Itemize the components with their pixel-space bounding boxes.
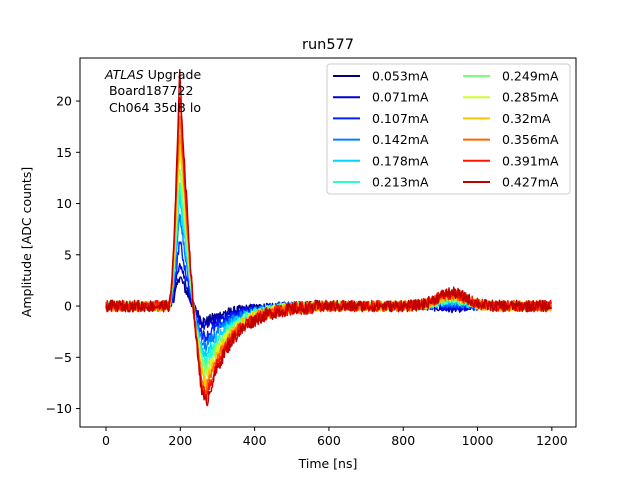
y-tick-label: 0 (64, 299, 72, 314)
x-tick-label: 1200 (536, 433, 568, 448)
legend: 0.053mA 0.071mA 0.107mA 0.142mA 0.178mA 0.213… (326, 63, 571, 195)
y-tick-label: 15 (56, 145, 72, 160)
legend-entry-label: 0.178mA (372, 153, 429, 168)
legend-entry-label: 0.213mA (372, 175, 429, 190)
x-tick-label: 1000 (462, 433, 494, 448)
axes-frame (79, 57, 577, 428)
series-group (105, 68, 552, 407)
x-tick-label: 0 (102, 433, 110, 448)
legend-items: 0.053mA 0.071mA 0.107mA 0.142mA 0.178mA 0.213… (333, 69, 559, 190)
legend-entry-label: 0.107mA (372, 111, 429, 126)
y-tick-label: −5 (54, 350, 72, 365)
atlas-label: ATLAS (104, 67, 144, 82)
annotation-line-3: Ch064 35dB lo (105, 100, 201, 115)
y-tick-label: 5 (64, 247, 72, 262)
x-tick-label: 200 (168, 433, 192, 448)
series-line-0.32mA (105, 134, 552, 389)
legend-entry-label: 0.356mA (502, 132, 559, 147)
legend-entry-label: 0.053mA (372, 69, 429, 84)
series-line-0.427mA (105, 68, 552, 407)
y-axis: −10 −5 0 5 10 15 20 (46, 94, 80, 416)
x-axis-label: Time [ns] (298, 456, 358, 471)
legend-entry-label: 0.427mA (502, 175, 559, 190)
annotation: ATLAS Upgrade Board187722 Ch064 35dB lo (104, 67, 201, 115)
y-tick-label: 20 (56, 94, 72, 109)
x-tick-label: 600 (317, 433, 341, 448)
legend-entry-label: 0.249mA (502, 69, 559, 84)
legend-entry-label: 0.32mA (502, 111, 551, 126)
chart-title: run577 (302, 37, 354, 53)
x-tick-label: 800 (391, 433, 415, 448)
upgrade-label: Upgrade (144, 67, 202, 82)
legend-entry-label: 0.071mA (372, 90, 429, 105)
y-axis-label: Amplitude [ADC counts] (19, 167, 34, 317)
x-axis: 0 200 400 600 800 1000 1200 (102, 427, 568, 448)
x-tick-label: 400 (243, 433, 267, 448)
annotation-line-1: ATLAS Upgrade (104, 67, 201, 82)
annotation-line-2: Board187722 (105, 83, 193, 98)
y-tick-label: 10 (56, 196, 72, 211)
legend-entry-label: 0.391mA (502, 153, 559, 168)
legend-entry-label: 0.142mA (372, 132, 429, 147)
y-tick-label: −10 (46, 401, 72, 416)
legend-entry-label: 0.285mA (502, 90, 559, 105)
plot-area (79, 57, 577, 428)
legend-frame (326, 63, 571, 195)
